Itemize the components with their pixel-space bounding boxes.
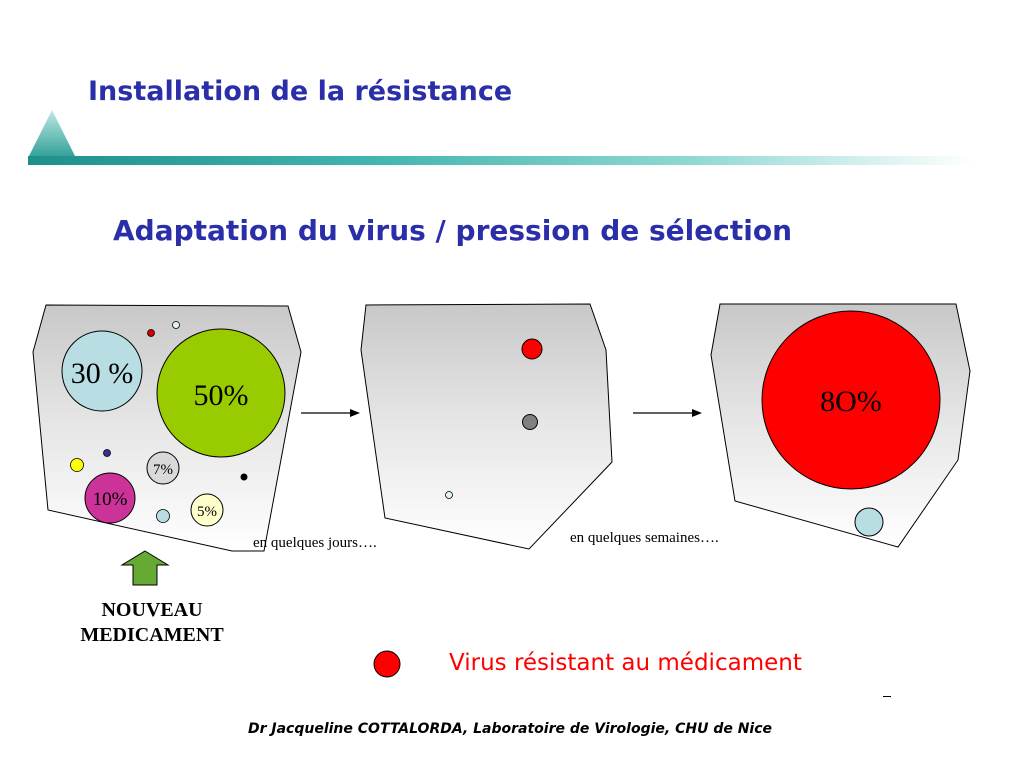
label-80-percent: 8O% (820, 385, 882, 418)
virus-gray (522, 414, 538, 430)
virus-80-percent (761, 310, 941, 490)
decorative-dash (883, 696, 891, 697)
virus-small-cyan-2 (445, 491, 453, 499)
label-7-percent: 7% (153, 462, 173, 478)
virus-small-red (147, 329, 155, 337)
page-title: Installation de la résistance (88, 76, 513, 107)
new-drug-up-arrow (120, 550, 170, 586)
virus-small-cyan (172, 321, 180, 329)
virus-small-black (240, 473, 248, 481)
slide-footer: Dr Jacqueline COTTALORDA, Laboratoire de… (248, 721, 773, 737)
virus-10-percent (84, 472, 136, 524)
label-5-percent: 5% (197, 504, 217, 520)
slide-subtitle: Adaptation du virus / pression de sélect… (113, 214, 792, 247)
virus-30-percent (61, 330, 143, 412)
label-10-percent: 10% (93, 489, 128, 510)
virus-5-percent (190, 493, 224, 527)
virus-lightblue-3 (854, 507, 884, 537)
new-drug-line-2: MEDICAMENT (80, 624, 224, 646)
panel-2-shape (360, 303, 613, 550)
virus-50-percent (156, 328, 286, 458)
new-drug-line-1: NOUVEAU (101, 599, 203, 621)
new-drug-label: NOUVEAU MEDICAMENT (52, 598, 252, 648)
caption-days: en quelques jours…. (253, 535, 377, 551)
virus-small-yellow (70, 458, 84, 472)
label-30-percent: 30 % (71, 357, 134, 390)
virus-7-percent (146, 451, 180, 485)
title-triangle-icon (28, 110, 76, 158)
virus-resistant-red (521, 338, 543, 360)
label-50-percent: 50% (194, 379, 249, 412)
legend-red-dot (373, 650, 401, 678)
virus-small-lightblue (156, 509, 170, 523)
arrow-2-head (692, 409, 702, 417)
caption-weeks: en quelques semaines…. (570, 530, 719, 546)
arrow-1-head (350, 409, 360, 417)
legend-label: Virus résistant au médicament (449, 650, 802, 676)
title-underline-bar (28, 156, 974, 165)
virus-small-navy (103, 449, 111, 457)
